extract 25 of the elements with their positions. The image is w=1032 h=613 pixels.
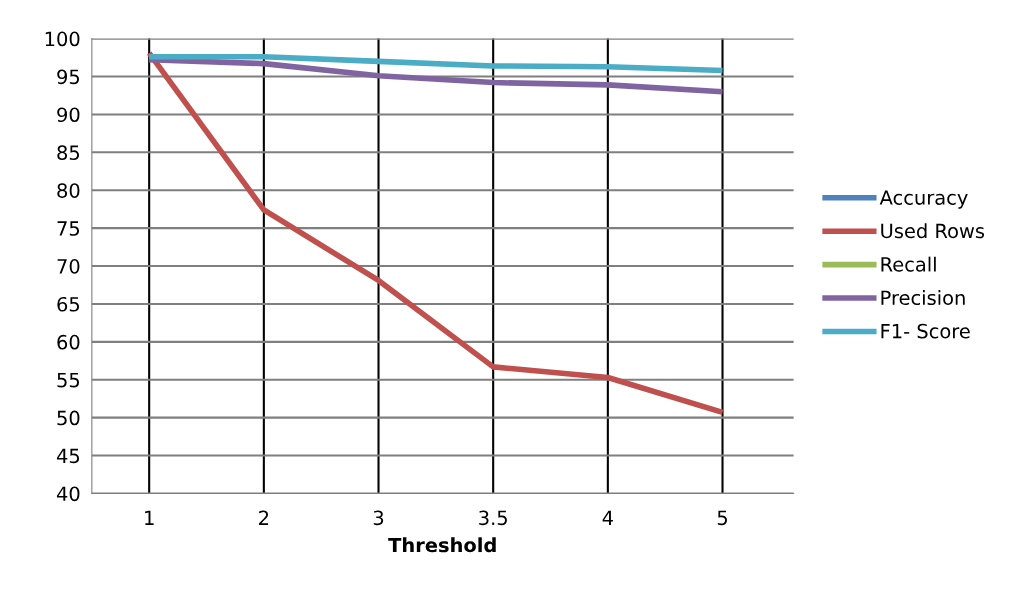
y-tick-label: 50: [57, 410, 80, 426]
y-tick-label: 90: [57, 107, 80, 123]
legend-label: Recall: [881, 256, 936, 272]
y-tick-label: 40: [56, 486, 80, 502]
y-tick-label: 45: [56, 448, 80, 464]
y-tick-label: 70: [57, 259, 80, 274]
x-axis-title: Threshold: [388, 537, 496, 553]
y-tick-label: 55: [57, 372, 80, 388]
legend-label: Precision: [881, 290, 965, 306]
x-tick-label: 1: [145, 510, 154, 525]
y-tick-label: 95: [57, 69, 80, 85]
y-tick-label: 80: [57, 183, 80, 198]
x-tick-label: 5: [717, 510, 727, 526]
x-tick-label: 3: [373, 510, 384, 526]
legend-label: Used Rows: [881, 223, 985, 239]
y-tick-label: 60: [57, 334, 80, 350]
legend-label: F1- Score: [881, 323, 970, 339]
x-tick-label: 2: [259, 510, 269, 525]
y-tick-label: 100: [45, 31, 80, 47]
y-tick-label: 85: [57, 145, 80, 160]
y-tick-label: 75: [57, 221, 80, 236]
y-tick-label: 65: [57, 296, 80, 312]
x-tick-label: 4: [602, 510, 613, 525]
x-tick-label: 3.5: [479, 510, 507, 526]
legend-label: Accuracy: [879, 190, 968, 209]
